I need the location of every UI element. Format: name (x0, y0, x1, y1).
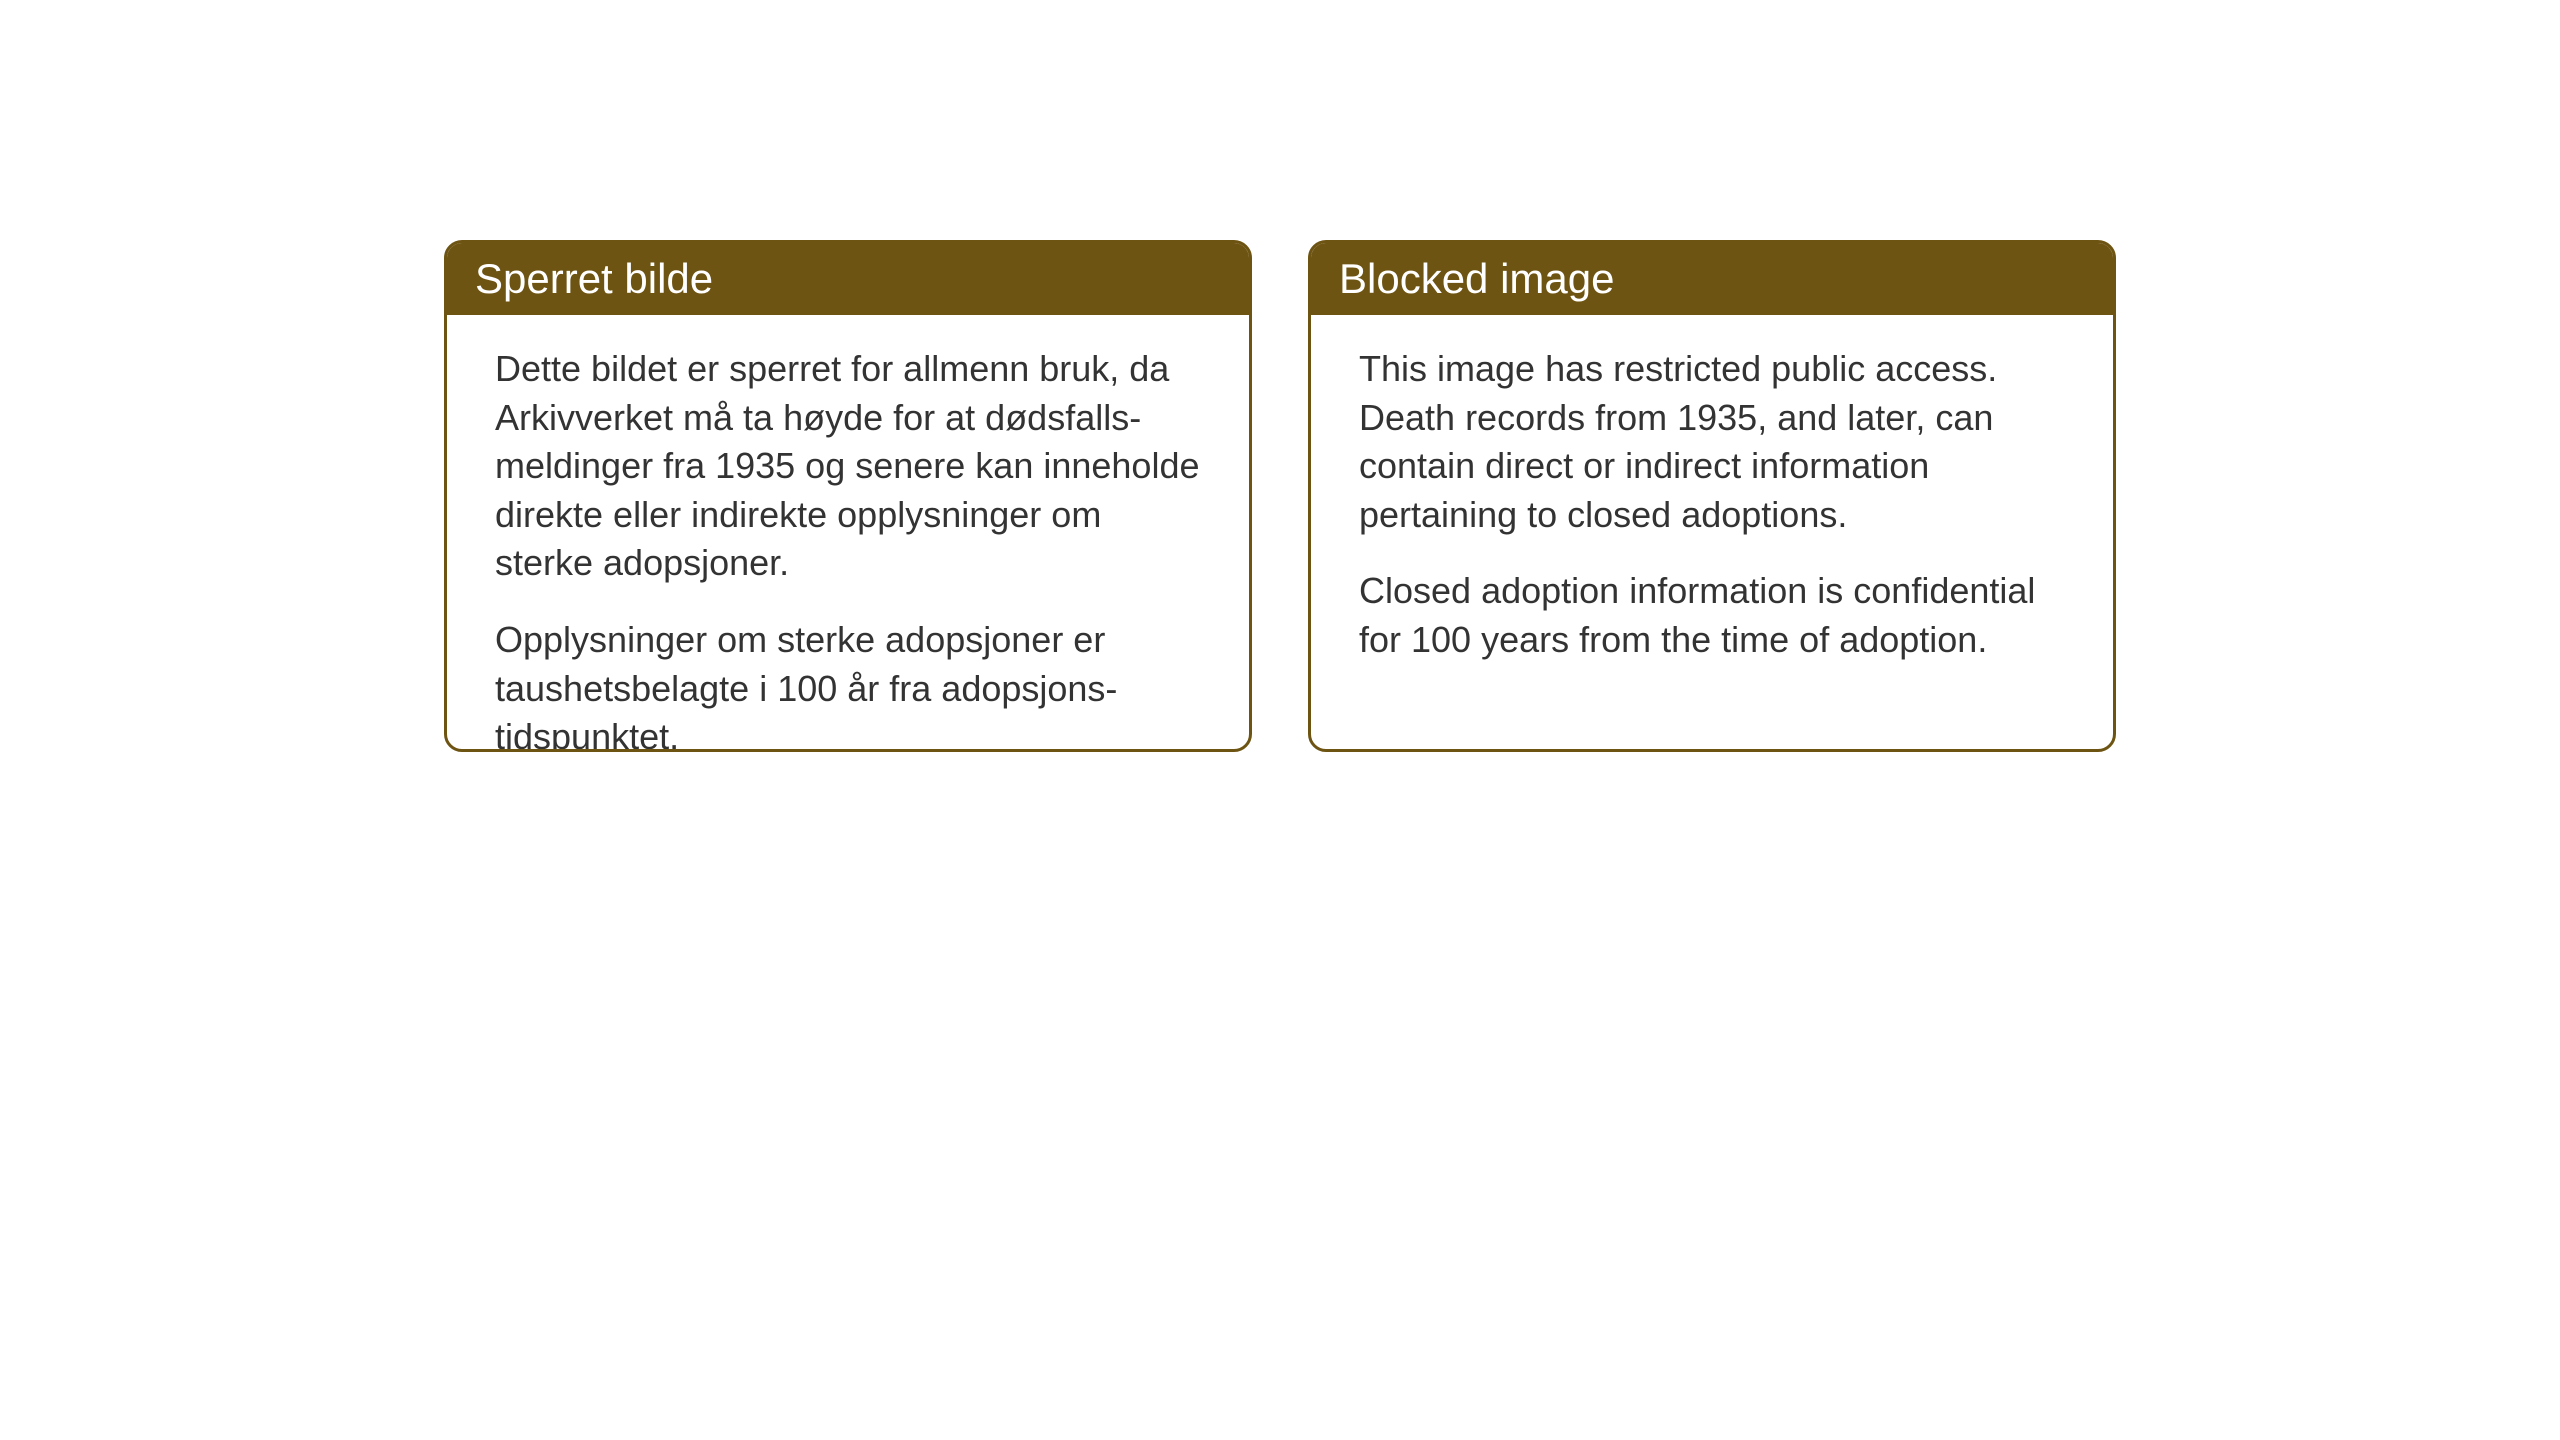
notice-container: Sperret bilde Dette bildet er sperret fo… (444, 240, 2116, 752)
notice-header-norwegian: Sperret bilde (447, 243, 1249, 315)
notice-paragraph: Closed adoption information is confident… (1359, 567, 2065, 664)
notice-card-english: Blocked image This image has restricted … (1308, 240, 2116, 752)
notice-body-english: This image has restricted public access.… (1311, 315, 2113, 705)
notice-body-norwegian: Dette bildet er sperret for allmenn bruk… (447, 315, 1249, 752)
notice-paragraph: This image has restricted public access.… (1359, 345, 2065, 539)
notice-header-english: Blocked image (1311, 243, 2113, 315)
notice-card-norwegian: Sperret bilde Dette bildet er sperret fo… (444, 240, 1252, 752)
notice-paragraph: Opplysninger om sterke adopsjoner er tau… (495, 616, 1201, 752)
notice-paragraph: Dette bildet er sperret for allmenn bruk… (495, 345, 1201, 588)
